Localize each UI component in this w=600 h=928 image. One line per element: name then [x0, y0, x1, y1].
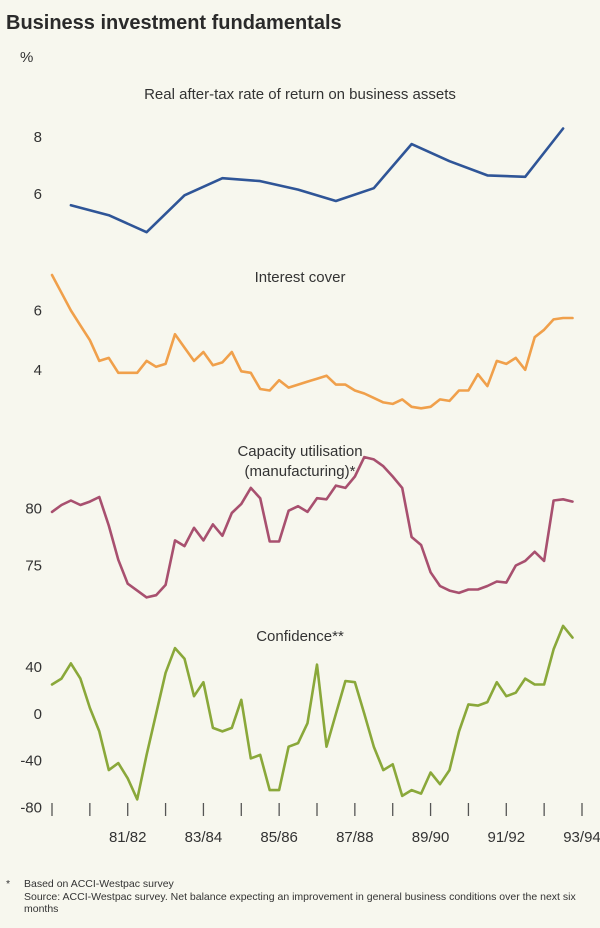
footnote-1: * Based on ACCI-Westpac survey [6, 878, 594, 890]
panel-1: Real after-tax rate of return on busines… [34, 86, 565, 234]
panel-4-ytick: -80 [20, 800, 42, 817]
chart-canvas: Business investment fundamentals % Real … [6, 12, 600, 846]
panel-2-ytick: 6 [34, 303, 42, 320]
footnote-2-mark: ** [6, 891, 24, 903]
x-tick-label: 93/94 [563, 829, 600, 846]
panel-3-ytick: 80 [25, 500, 42, 517]
panel-1-title: Real after-tax rate of return on busines… [144, 86, 456, 103]
panel-4-series-line [50, 624, 574, 801]
panel-4-title: Confidence** [256, 628, 344, 645]
footnote-2-text: Source: ACCI-Westpac survey. Net balance… [24, 891, 576, 915]
panel-2: Interest cover 4 6 [34, 269, 574, 410]
x-tick-label: 89/90 [412, 829, 450, 846]
x-tick-label: 81/82 [109, 829, 147, 846]
panel-4-ytick: 40 [25, 659, 42, 676]
panel-4-ytick: 0 [34, 706, 42, 723]
x-axis: 81/82 83/84 85/86 87/88 89/90 91/92 93/94 [51, 803, 600, 846]
panel-3-title: Capacity utilisation [237, 443, 362, 460]
panel-1-series-line [69, 127, 565, 234]
panel-3-subtitle: (manufacturing)* [245, 463, 356, 480]
x-tick-label: 91/92 [488, 829, 526, 846]
panel-3: Capacity utilisation (manufacturing)* 75 80 [25, 443, 574, 599]
panel-2-title: Interest cover [255, 269, 346, 286]
x-tick-label: 83/84 [185, 829, 223, 846]
panel-1-ytick: 8 [34, 129, 42, 146]
panel-3-series-line [50, 455, 574, 599]
panels: Real after-tax rate of return on busines… [20, 86, 574, 817]
panel-2-series-line [50, 273, 574, 410]
panel-1-ytick: 6 [34, 186, 42, 203]
panel-4: Confidence** 40 0 -40 -80 [20, 624, 574, 817]
unit-label: % [20, 49, 33, 66]
footnote-1-text: Based on ACCI-Westpac survey [24, 878, 174, 890]
panel-4-ytick: -40 [20, 753, 42, 770]
panel-2-ytick: 4 [34, 362, 42, 379]
footnote-2: **Source: ACCI-Westpac survey. Net balan… [6, 891, 594, 915]
footnote-1-mark: * [6, 878, 11, 890]
chart-title: Business investment fundamentals [6, 12, 342, 34]
x-tick-label: 87/88 [336, 829, 374, 846]
x-tick-label: 85/86 [260, 829, 298, 846]
panel-3-ytick: 75 [25, 557, 42, 574]
